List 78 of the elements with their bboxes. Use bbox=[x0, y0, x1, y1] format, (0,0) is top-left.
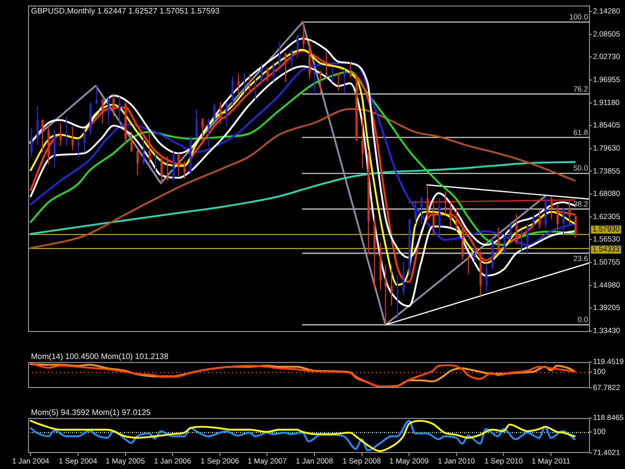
candlestick bbox=[60, 122, 62, 146]
candlestick bbox=[248, 73, 250, 94]
candlestick bbox=[196, 108, 198, 138]
candlestick bbox=[260, 62, 262, 84]
candlestick bbox=[42, 118, 44, 153]
candlestick bbox=[532, 214, 534, 228]
candlestick bbox=[208, 118, 210, 147]
chart-title: GBPUSD,Monthly 1.62447 1.62527 1.57051 1.57593 bbox=[31, 6, 220, 16]
candlestick bbox=[556, 204, 558, 230]
candlestick bbox=[160, 156, 162, 184]
candlestick bbox=[238, 73, 240, 94]
candlestick bbox=[344, 68, 346, 94]
candlestick bbox=[510, 222, 512, 240]
candlestick bbox=[178, 152, 180, 176]
chart-title: Mom(14) 100.4500 Mom(10) 101.2138 bbox=[31, 352, 169, 362]
candlestick bbox=[362, 116, 364, 170]
candlestick bbox=[562, 206, 564, 236]
candlestick bbox=[384, 264, 386, 326]
candlestick bbox=[54, 129, 56, 168]
candlestick bbox=[420, 197, 422, 224]
candlestick bbox=[474, 245, 476, 262]
candlestick bbox=[84, 128, 86, 153]
candlestick bbox=[468, 254, 470, 275]
candlestick bbox=[486, 262, 488, 292]
candlestick bbox=[112, 93, 114, 117]
candlestick bbox=[78, 138, 80, 158]
candlestick bbox=[142, 134, 144, 166]
candlestick bbox=[568, 200, 570, 224]
candlestick bbox=[148, 131, 150, 164]
candlestick bbox=[154, 152, 156, 174]
candlestick bbox=[338, 72, 340, 92]
candlestick bbox=[302, 22, 304, 49]
candlestick bbox=[574, 215, 576, 238]
candlestick bbox=[450, 202, 452, 228]
candlestick bbox=[266, 67, 268, 82]
candlestick bbox=[444, 190, 446, 216]
candlestick bbox=[432, 200, 434, 234]
candlestick bbox=[66, 116, 68, 146]
candlestick bbox=[538, 208, 540, 229]
candlestick bbox=[332, 66, 334, 84]
candlestick bbox=[130, 131, 132, 153]
candlestick bbox=[284, 52, 286, 83]
candlestick bbox=[226, 102, 228, 127]
candlestick bbox=[278, 41, 280, 68]
candlestick bbox=[36, 105, 38, 146]
candlestick bbox=[118, 96, 120, 123]
chart-title: Mom(5) 94.3592 Mom(1) 97.0125 bbox=[31, 408, 152, 418]
candlestick bbox=[326, 52, 328, 80]
candlestick bbox=[108, 95, 110, 126]
candlestick bbox=[96, 85, 98, 104]
candlestick bbox=[320, 70, 322, 94]
candlestick bbox=[290, 49, 292, 70]
candlestick bbox=[202, 118, 204, 144]
candlestick bbox=[516, 214, 518, 245]
candlestick bbox=[438, 198, 440, 238]
candlestick bbox=[426, 184, 428, 220]
candlestick bbox=[184, 161, 186, 180]
candlestick bbox=[172, 151, 174, 182]
candlestick bbox=[402, 261, 404, 296]
candlestick bbox=[396, 274, 398, 320]
candlestick bbox=[456, 207, 458, 232]
candlestick bbox=[350, 61, 352, 78]
candlestick bbox=[390, 265, 392, 306]
candlestick bbox=[72, 126, 74, 150]
candlestick bbox=[414, 199, 416, 224]
candlestick bbox=[244, 72, 246, 93]
candlestick bbox=[30, 128, 32, 158]
candlestick bbox=[214, 102, 216, 122]
candlestick bbox=[498, 227, 500, 253]
candlestick bbox=[220, 101, 222, 125]
candlestick bbox=[550, 196, 552, 220]
candlestick bbox=[272, 62, 274, 82]
candlestick bbox=[296, 34, 298, 59]
candlestick bbox=[136, 148, 138, 176]
candlestick bbox=[232, 76, 234, 106]
candlestick bbox=[254, 78, 256, 101]
candlestick bbox=[166, 156, 168, 182]
candlestick bbox=[102, 98, 104, 124]
